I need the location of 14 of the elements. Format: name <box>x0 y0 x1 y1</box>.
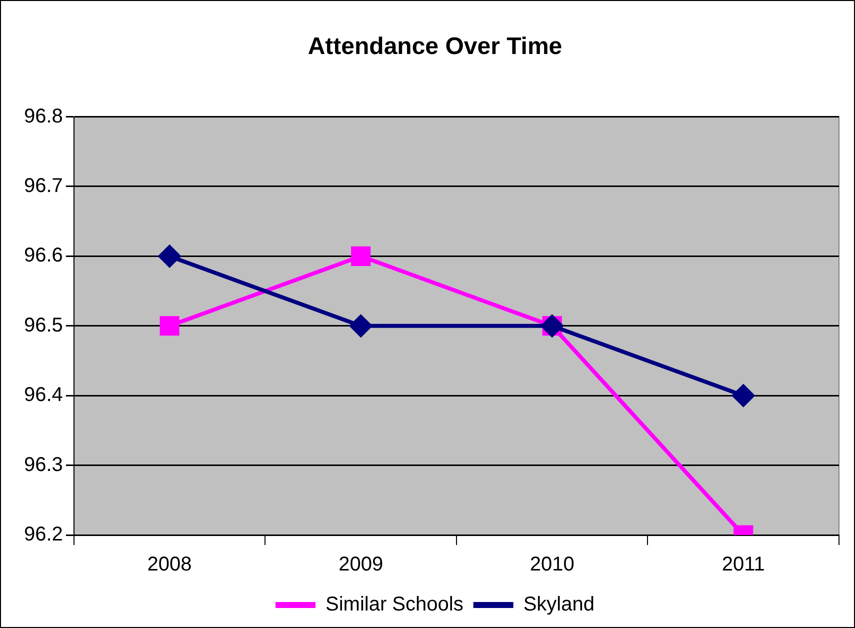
chart-title: Attendance Over Time <box>308 33 562 60</box>
y-tick-label: 96.4 <box>24 384 63 406</box>
y-tick-label: 96.2 <box>24 524 63 546</box>
y-tick-label: 96.6 <box>24 244 63 267</box>
x-tick-label: 2010 <box>530 554 574 576</box>
y-tick-label: 96.3 <box>24 454 63 476</box>
legend-label: Similar Schools <box>326 594 464 616</box>
y-tick-label: 96.8 <box>24 105 63 128</box>
y-tick-label: 96.7 <box>24 175 63 198</box>
x-tick-label: 2011 <box>722 554 765 576</box>
y-tick-label: 96.5 <box>24 314 63 336</box>
legend-label: Skyland <box>523 594 594 616</box>
x-tick-label: 2009 <box>338 554 384 576</box>
x-tick-label: 2008 <box>147 554 192 576</box>
